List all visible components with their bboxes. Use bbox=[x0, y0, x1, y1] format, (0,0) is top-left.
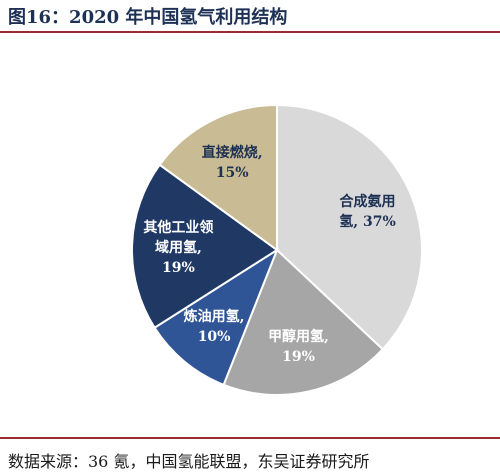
pie-slice-label-0: 合成氨用氢, 37% bbox=[339, 193, 396, 230]
pie-slice-2 bbox=[153, 247, 280, 387]
pie-label-line: 域用氢, bbox=[155, 239, 202, 256]
pie-slice-label-3: 其他工业领域用氢, 19% bbox=[143, 219, 213, 276]
figure-title-bar: 图16：2020 年中国氢气利用结构 bbox=[0, 0, 500, 33]
pie-slice-label-2: 炼油用氢, 10% bbox=[184, 308, 245, 345]
pie-slices bbox=[131, 103, 423, 396]
source-bar: 数据来源：36 氪，中国氢能联盟，东吴证券研究所 bbox=[0, 437, 500, 475]
pie-label-line: 炼油用氢, bbox=[184, 308, 245, 325]
pie-label-line: 直接燃烧, bbox=[202, 144, 263, 161]
pie-slice-label-1: 甲醇用氢, 19% bbox=[268, 328, 329, 365]
pie-label-line: 合成氨用 bbox=[340, 193, 396, 210]
pie-labels: 合成氨用氢, 37% 甲醇用氢, 19% 炼油用氢, 10% 其他工业领域用氢, 19% 直接… bbox=[143, 144, 395, 365]
pie-slice-0 bbox=[276, 103, 423, 351]
pie-label-line: 19% bbox=[282, 349, 315, 365]
source-note: 数据来源：36 氪，中国氢能联盟，东吴证券研究所 bbox=[8, 452, 370, 471]
pie-label-line: 其他工业领 bbox=[143, 219, 213, 236]
pie-chart: 合成氨用氢, 37% 甲醇用氢, 19% 炼油用氢, 10% 其他工业领域用氢, 19% 直接… bbox=[131, 103, 423, 396]
pie-label-line: 15% bbox=[216, 165, 249, 181]
pie-slice-3 bbox=[131, 163, 279, 330]
pie-label-line: 甲醇用氢, bbox=[268, 328, 329, 345]
pie-label-line: 氢, 37% bbox=[339, 213, 396, 230]
pie-label-line: 10% bbox=[198, 329, 231, 345]
pie-slice-label-4: 直接燃烧, 15% bbox=[202, 144, 263, 181]
chart-title: 图16：2020 年中国氢气利用结构 bbox=[8, 7, 288, 28]
pie-slice-4 bbox=[158, 103, 278, 252]
pie-label-line: 19% bbox=[162, 260, 195, 276]
